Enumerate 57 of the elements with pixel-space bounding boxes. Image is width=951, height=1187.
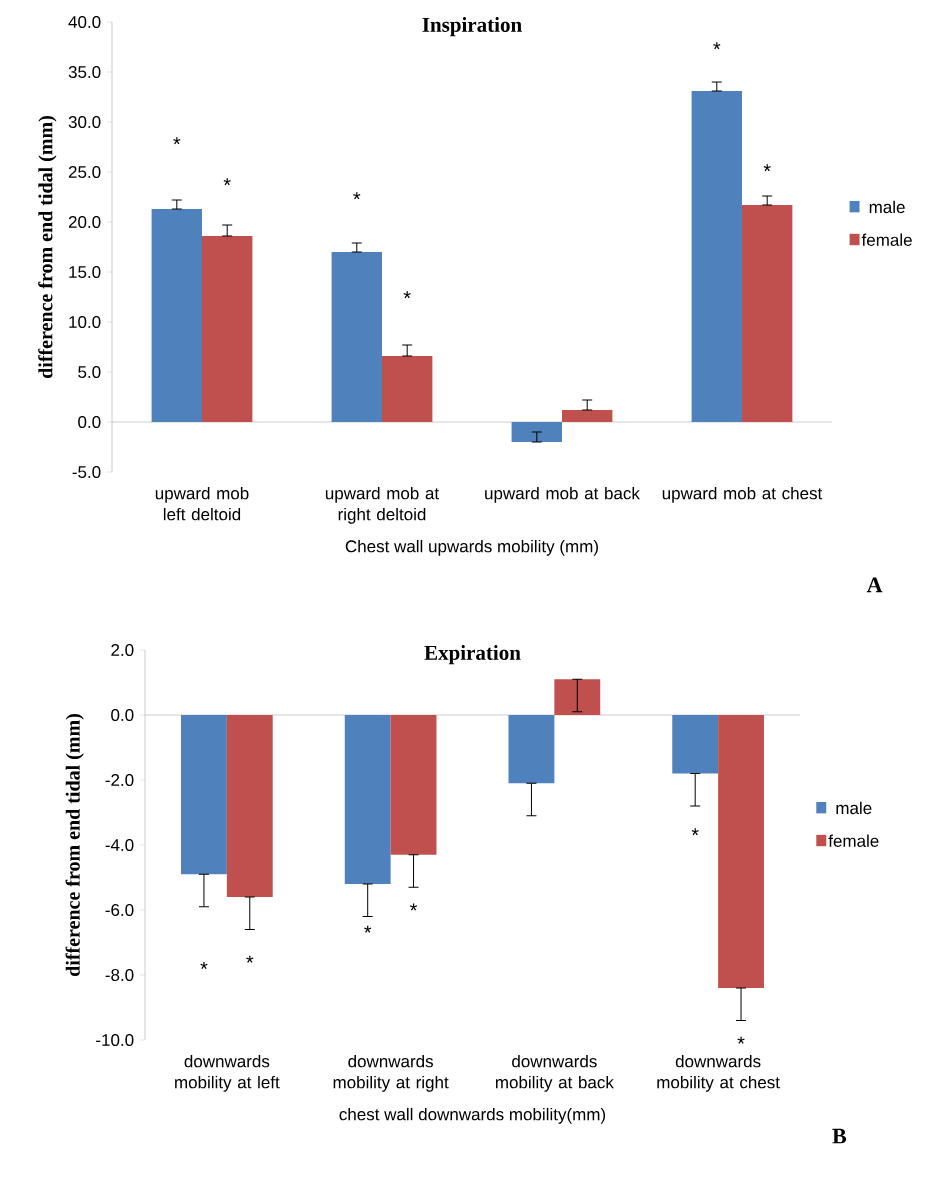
y-tick-label: -6.0 [105,903,134,917]
x-tick-label: downwards mobility at back [495,1054,614,1092]
y-tick-label: -4.0 [105,838,134,852]
bar [561,410,613,423]
bar [741,205,793,423]
y-axis-title: difference from end tidal (mm) [65,714,84,977]
x-tick-label: downwards mobility at left [175,1054,280,1092]
y-tick-label: 0.0 [111,708,134,722]
y-tick-label: 0.0 [78,415,101,429]
y-tick-label: -8.0 [105,968,134,982]
x-tick-label: upward mob at back [485,486,640,503]
annotation: * [364,925,372,933]
x-tick-label: upward mob left deltoid [155,486,249,521]
annotation: * [409,903,418,911]
y-tick-label: 25.0 [68,166,101,179]
bar [691,91,742,423]
annotation: * [737,1036,745,1044]
legend-label: female [828,834,879,847]
text: B [832,1128,847,1144]
annotation: * [713,42,721,50]
bar [202,236,253,423]
x-axis-title: Chest wall upwards mobility (mm) [345,539,598,556]
y-tick-label: 30.0 [68,116,101,129]
annotation: * [246,955,254,963]
text: A [866,577,883,593]
annotation: * [403,291,411,299]
bar [511,422,562,443]
annotation: * [691,828,699,836]
y-tick-label: 10.0 [69,315,101,329]
y-tick-label: 20.0 [68,215,101,229]
annotation: * [223,178,231,186]
x-tick-label: upward mob at chest [662,486,823,503]
bar [381,356,433,423]
annotation: * [353,192,361,200]
y-tick-label: -10.0 [96,1033,134,1047]
x-tick-label: downwards mobility at right [333,1054,449,1092]
legend-label: female [861,233,912,246]
annotation: * [763,164,771,172]
chart-title: Inspiration [422,17,522,37]
legend-label: male [836,801,872,815]
bar [331,252,382,423]
bar [151,209,202,423]
y-tick-label: 35.0 [68,66,101,79]
y-tick-label: -5.0 [72,465,101,479]
x-axis-title: chest wall downwards mobility(mm) [339,1107,606,1124]
y-tick-label: 15.0 [69,265,101,279]
x-tick-label: upward mob at right deltoid [325,486,439,524]
y-tick-label: -2.0 [105,773,134,787]
annotation: * [200,961,208,969]
annotation: * [173,137,181,145]
y-tick-label: 40.0 [68,16,101,29]
y-tick-label: 5.0 [78,365,101,379]
chart-title: Expiration [424,645,521,665]
x-tick-label: downwards mobility at chest [657,1054,780,1092]
legend-label: male [869,200,905,214]
y-axis-title: difference from end tidal (mm) [38,116,57,379]
y-tick-label: 2.0 [111,643,134,657]
